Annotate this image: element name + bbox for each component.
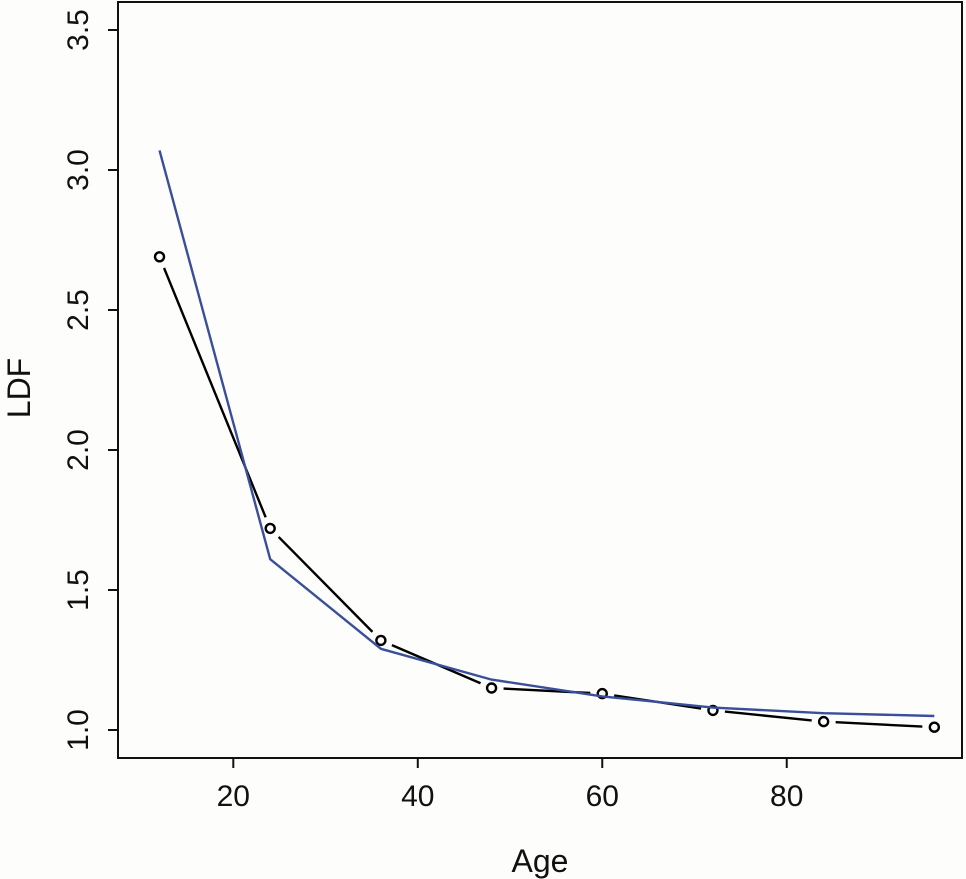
plot-frame [117,1,963,759]
y-tick-label: 3.0 [62,149,95,191]
series-line [158,150,935,718]
x-tick-label: 20 [217,780,250,813]
data-point [707,704,719,717]
series-segment [162,267,267,518]
series-layer [153,150,941,733]
y-axis: 1.0 1.5 2.0 2.5 3.0 3.5 [62,9,118,751]
data-point [264,522,276,535]
series-segment [277,536,374,633]
y-tick-label: 2.0 [62,429,95,471]
x-tick-label: 60 [586,780,619,813]
y-tick-label: 2.5 [62,289,95,331]
series-segment [724,710,812,722]
series-segment [835,721,923,728]
y-tick-label: 1.5 [62,569,95,611]
y-tick-label: 3.5 [62,9,95,51]
data-point [485,682,498,694]
data-point [153,251,166,263]
x-tick-label: 40 [401,780,434,813]
y-tick-label: 1.0 [62,709,95,751]
x-axis-title: Age [512,843,569,879]
data-point [817,715,830,728]
data-point [928,721,941,733]
data-point [596,687,608,700]
series-2 [158,150,935,718]
series-1 [153,251,941,733]
x-axis: 20 40 60 80 [217,758,803,813]
y-axis-title: LDF [1,358,37,418]
data-point [375,634,387,647]
x-tick-label: 80 [770,780,803,813]
